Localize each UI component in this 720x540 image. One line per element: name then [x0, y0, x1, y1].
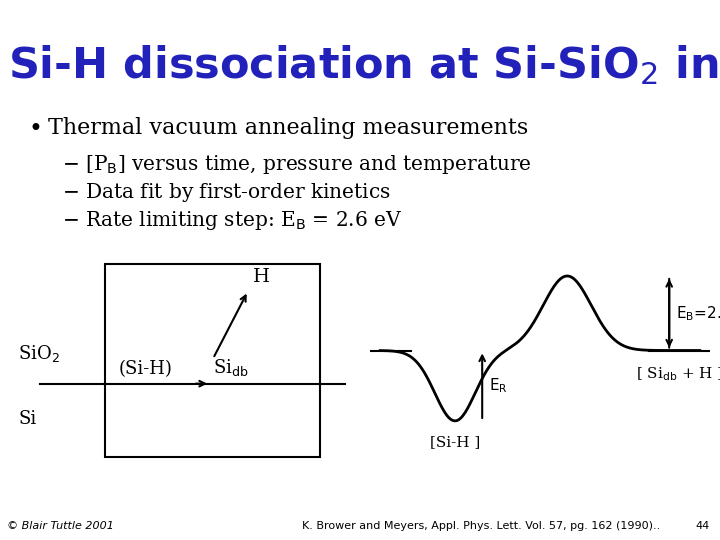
Text: PSU – Erie: PSU – Erie — [11, 10, 94, 25]
Text: 2001: 2001 — [668, 10, 709, 25]
Text: (Si-H): (Si-H) — [119, 360, 173, 377]
Text: •: • — [28, 117, 42, 141]
Text: K. Brower and Meyers, Appl. Phys. Lett. Vol. 57, pg. 162 (1990)..: K. Brower and Meyers, Appl. Phys. Lett. … — [302, 521, 661, 531]
Bar — [105, 264, 320, 457]
Text: [ Si$_{\mathrm{db}}$ + H ]: [ Si$_{\mathrm{db}}$ + H ] — [636, 365, 720, 383]
Text: E$_\mathrm{R}$: E$_\mathrm{R}$ — [489, 376, 508, 395]
Text: Thermal vacuum annealing measurements: Thermal vacuum annealing measurements — [48, 117, 528, 139]
Text: Si: Si — [18, 410, 36, 428]
Text: $-$ [P$_\mathrm{B}$] versus time, pressure and temperature: $-$ [P$_\mathrm{B}$] versus time, pressu… — [62, 153, 532, 176]
Text: SiO$_2$: SiO$_2$ — [18, 343, 60, 364]
Text: Computational Materials Science: Computational Materials Science — [224, 10, 496, 25]
Text: E$_\mathrm{B}$=2.6 eV: E$_\mathrm{B}$=2.6 eV — [676, 304, 720, 322]
Text: $-$ Data fit by first-order kinetics: $-$ Data fit by first-order kinetics — [62, 181, 391, 204]
Text: [Si-H ]: [Si-H ] — [430, 435, 480, 449]
Text: H: H — [253, 268, 270, 286]
Text: $-$ Rate limiting step: E$_\mathrm{B}$ = 2.6 eV: $-$ Rate limiting step: E$_\mathrm{B}$ =… — [62, 209, 402, 232]
Text: Si$_{\mathrm{db}}$: Si$_{\mathrm{db}}$ — [213, 356, 248, 377]
Text: Si-H dissociation at Si-SiO$_2$ interface: Si-H dissociation at Si-SiO$_2$ interfac… — [8, 43, 720, 87]
Text: 44: 44 — [695, 521, 709, 531]
Text: © Blair Tuttle 2001: © Blair Tuttle 2001 — [7, 521, 114, 531]
